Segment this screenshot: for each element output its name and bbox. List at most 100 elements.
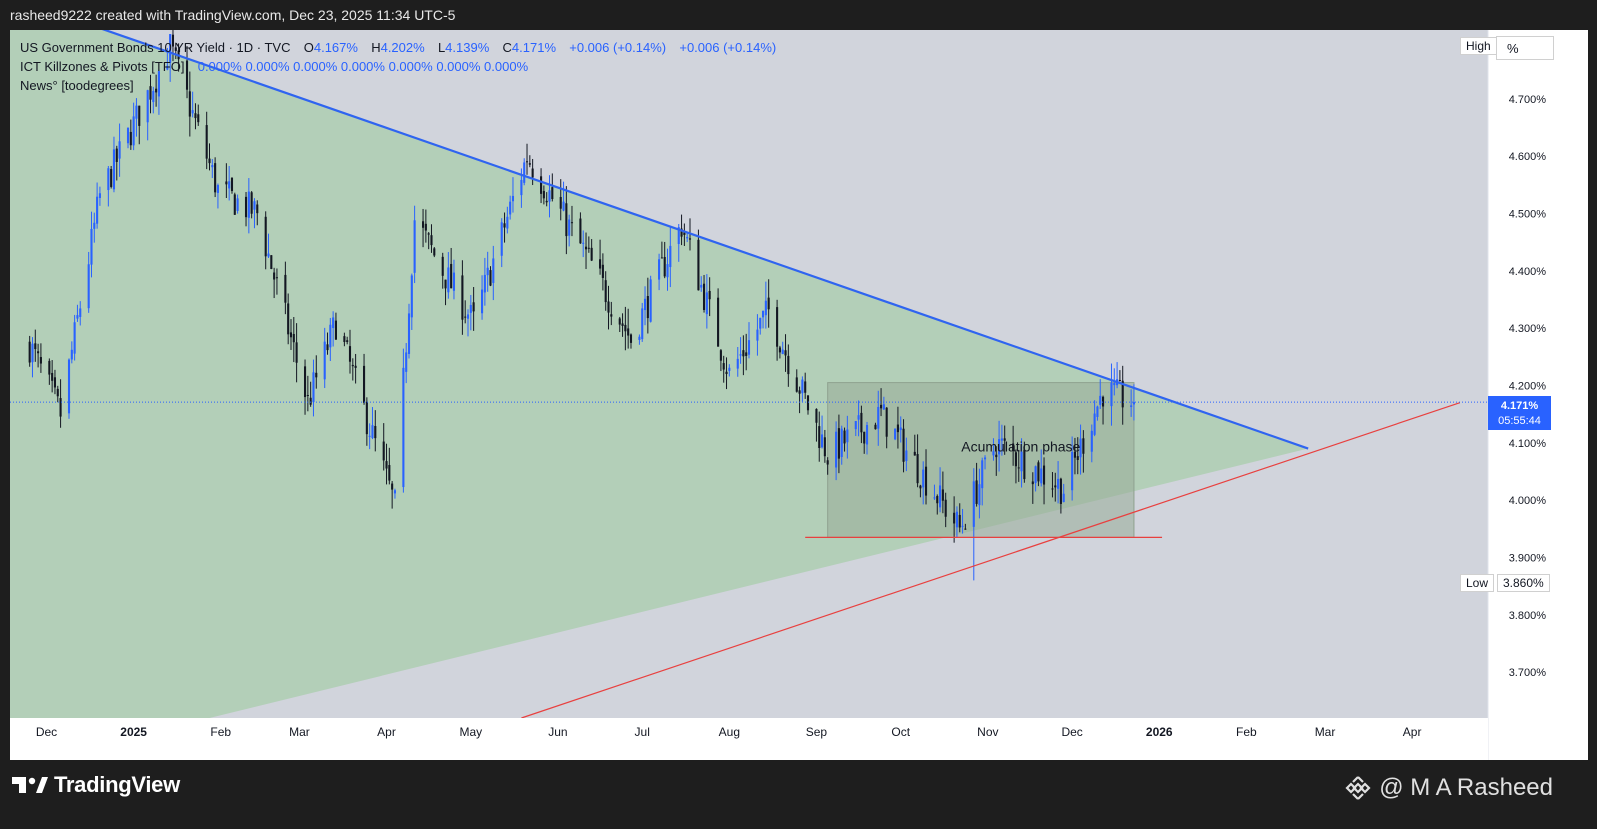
- candle-body: [823, 437, 826, 457]
- candle-body: [267, 253, 270, 257]
- candle-body: [225, 181, 228, 185]
- candle-body: [444, 279, 447, 289]
- candle-body: [801, 379, 804, 394]
- x-tick-label: Sep: [806, 725, 828, 739]
- price-chart[interactable]: Acumulation phase 4.700% 4.600% 4.500% 4.400…: [10, 30, 1588, 760]
- candle-body: [776, 307, 779, 347]
- candle-body: [410, 275, 413, 318]
- candle-body: [953, 512, 956, 524]
- candle-body: [138, 105, 141, 126]
- candle-body: [525, 161, 529, 163]
- candle-body: [627, 328, 630, 336]
- candle-body: [332, 317, 335, 329]
- candle-body: [894, 428, 897, 440]
- candle-body: [289, 332, 293, 338]
- symbol-title[interactable]: US Government Bonds 10 YR Yield · 1D · T…: [20, 40, 291, 55]
- candle-body: [582, 242, 585, 244]
- candle-body: [896, 424, 899, 433]
- candle-body: [256, 204, 259, 214]
- tradingview-logo[interactable]: TradingView: [12, 770, 180, 800]
- legend-indicator2-row[interactable]: News° [toodegrees]: [20, 76, 776, 95]
- candle-body: [978, 484, 981, 506]
- candle-body: [492, 258, 495, 283]
- candle-body: [447, 267, 450, 293]
- candle-body: [90, 228, 93, 265]
- candle-body: [214, 163, 217, 193]
- candle-body: [126, 127, 130, 144]
- candle-body: [939, 485, 942, 508]
- candle-body: [565, 203, 568, 237]
- candle-body: [924, 466, 928, 496]
- candle-body: [472, 302, 475, 312]
- candle-body: [826, 460, 829, 465]
- candle-body: [208, 158, 211, 164]
- candle-body: [804, 381, 807, 393]
- candle-body: [874, 424, 877, 430]
- candle-body: [618, 318, 621, 325]
- x-tick-label: Mar: [289, 725, 310, 739]
- candle-body: [854, 421, 857, 430]
- candle-body: [194, 113, 197, 119]
- candle-body: [323, 341, 326, 380]
- bar-countdown: 05:55:44: [1498, 415, 1541, 427]
- candle-body: [919, 485, 922, 489]
- indicator1-value: 0.000%: [245, 59, 290, 74]
- percent-scale-button[interactable]: %: [1496, 36, 1554, 60]
- candle-body: [132, 116, 135, 146]
- indicator1-value: 0.000%: [388, 59, 433, 74]
- ohlc-high-value: 4.202%: [380, 40, 425, 55]
- candle-body: [902, 428, 905, 462]
- candle-body: [146, 90, 149, 123]
- candle-body: [936, 496, 939, 504]
- indicator1-name[interactable]: ICT Killzones & Pivots [TFO]: [20, 59, 185, 74]
- candle-body: [205, 125, 208, 159]
- candle-body: [197, 114, 200, 123]
- candle-body: [152, 91, 155, 103]
- candle-body: [666, 264, 669, 278]
- candle-body: [287, 303, 290, 335]
- candle-body: [264, 216, 267, 257]
- candle-body: [747, 340, 751, 355]
- candle-body: [1003, 438, 1006, 441]
- candle-body: [388, 465, 391, 481]
- candle-body: [882, 404, 885, 410]
- low-value: 3.860%: [1503, 576, 1544, 590]
- candle-body: [188, 91, 191, 117]
- y-tick-label: 3.700%: [1509, 667, 1547, 679]
- candle-body: [28, 341, 31, 363]
- candle-body: [284, 274, 287, 303]
- ohlc-close-label: C: [502, 40, 512, 55]
- candle-body: [958, 514, 961, 528]
- candle-body: [1099, 395, 1102, 405]
- x-tick-label: Jun: [548, 725, 567, 739]
- candle-body: [247, 191, 250, 218]
- candle-body: [1020, 451, 1023, 472]
- candle-body: [621, 323, 624, 326]
- candle-body: [767, 297, 770, 310]
- chart-frame[interactable]: Acumulation phase 4.700% 4.600% 4.500% 4.400…: [10, 30, 1588, 760]
- candle-body: [424, 223, 427, 231]
- attribution-text: rasheed9222 created with TradingView.com…: [10, 7, 456, 23]
- high-label-badge: High: [1460, 37, 1497, 55]
- price-scale-area: [1488, 30, 1588, 718]
- high-label: High: [1466, 39, 1491, 53]
- y-tick-label: 4.100%: [1509, 438, 1547, 450]
- legend-indicator1-row[interactable]: ICT Killzones & Pivots [TFO] 0.000% 0.00…: [20, 57, 776, 76]
- candle-body: [191, 110, 194, 114]
- candle-body: [393, 490, 397, 494]
- y-tick-label: 4.600%: [1509, 151, 1547, 163]
- candle-body: [638, 336, 641, 340]
- candle-body: [717, 297, 720, 347]
- candle-body: [430, 235, 433, 246]
- candle-body: [1118, 380, 1121, 382]
- candle-body: [846, 429, 849, 443]
- candle-body: [368, 435, 371, 437]
- candle-body: [708, 290, 711, 300]
- candle-body: [1040, 468, 1043, 484]
- candle-body: [821, 434, 824, 448]
- candle-body: [343, 336, 346, 342]
- x-tick-label: Feb: [210, 725, 231, 739]
- candle-body: [759, 317, 762, 329]
- indicator2-name[interactable]: News° [toodegrees]: [20, 78, 134, 93]
- legend-symbol-row[interactable]: US Government Bonds 10 YR Yield · 1D · T…: [20, 38, 776, 57]
